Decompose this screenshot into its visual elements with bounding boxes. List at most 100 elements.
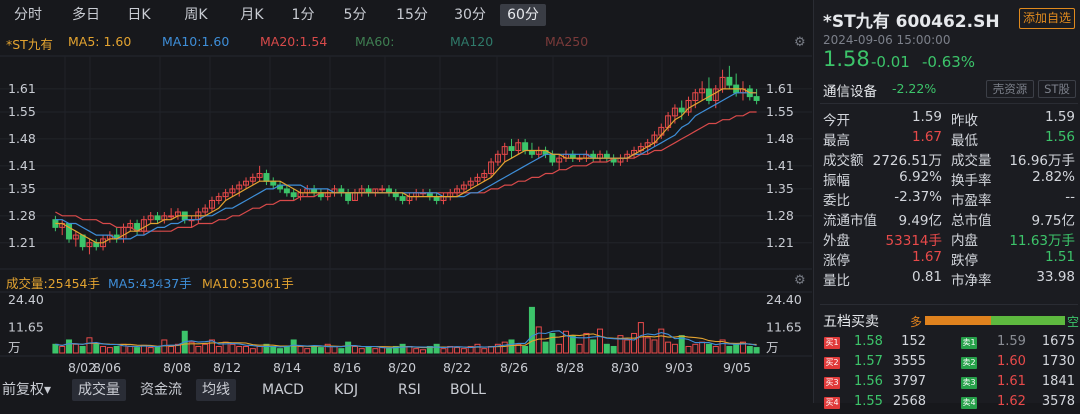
volume-bar	[188, 341, 195, 354]
quote-value: 1.67	[911, 249, 942, 265]
quote-label: 委比	[823, 193, 850, 209]
indicator-tab[interactable]: BOLL	[450, 382, 486, 398]
bid-price: 1.58	[854, 334, 883, 349]
volume-bar	[174, 343, 181, 354]
date-label: 8/06	[93, 360, 121, 375]
volume-bar	[215, 345, 222, 354]
ask-price: 1.60	[997, 354, 1026, 369]
quote-value: 33.98	[1036, 269, 1075, 285]
candle-body	[474, 176, 481, 182]
indicator-tab[interactable]: 资金流	[140, 382, 182, 398]
quote-label: 换手率	[951, 173, 992, 189]
period-tab[interactable]: 60分	[500, 4, 546, 26]
candle-body	[202, 207, 209, 213]
volume-axis-label-left: 11.65	[8, 320, 44, 335]
ask-price: 1.62	[997, 394, 1026, 409]
candle-body	[522, 142, 529, 151]
price-axis-label-left: 1.55	[8, 104, 36, 119]
add-watchlist-button[interactable]: 添加自选	[1019, 8, 1075, 29]
volume-bar	[147, 347, 154, 354]
date-label: 8/22	[443, 360, 471, 375]
period-tab[interactable]: 月K	[240, 7, 264, 23]
volume-bar	[739, 341, 746, 354]
volume-bar	[426, 345, 433, 354]
candle-body	[488, 161, 495, 175]
period-tab[interactable]: 分时	[14, 7, 42, 23]
volume-bar	[726, 345, 733, 354]
date-label: 8/12	[213, 360, 241, 375]
volume-bar	[79, 345, 86, 354]
period-tab[interactable]: 日K	[127, 7, 151, 23]
volume-bar	[692, 343, 699, 354]
bid-price: 1.55	[854, 394, 883, 409]
volume-bar	[454, 347, 461, 354]
volume-bar	[263, 343, 270, 354]
ma5-label: MA5: 1.60	[68, 34, 132, 49]
ask-volume: 3578	[1041, 394, 1075, 409]
quote-label: 涨停	[823, 253, 850, 269]
period-tab[interactable]: 15分	[396, 7, 428, 23]
candle-body	[147, 215, 154, 221]
period-tab[interactable]: 30分	[454, 7, 486, 23]
volume-bar	[746, 345, 753, 354]
date-label: 8/26	[500, 360, 528, 375]
indicator-tab[interactable]: MACD	[262, 382, 304, 398]
price-axis-label-right: 1.61	[766, 81, 794, 96]
sell-tag: 卖4	[961, 397, 977, 409]
candle-body	[678, 107, 685, 113]
industry-link[interactable]: 通信设备	[823, 84, 877, 100]
quote-label: 跌停	[951, 253, 978, 269]
period-tab[interactable]: 1分	[291, 7, 315, 23]
candle-body	[556, 157, 563, 163]
period-tab[interactable]: 周K	[184, 7, 208, 23]
volume-bar	[433, 343, 440, 354]
indicator-tab[interactable]: KDJ	[334, 382, 359, 398]
tag-shell-resource[interactable]: 壳资源	[986, 80, 1034, 98]
quote-value: 1.59	[1044, 109, 1075, 125]
volume-bar	[93, 343, 100, 354]
candle-body	[385, 188, 392, 194]
candle-body	[379, 188, 386, 191]
candle-body	[270, 180, 277, 186]
stock-title: *ST九有 600462.SH	[823, 12, 1000, 32]
ask-volume: 1675	[1041, 334, 1075, 349]
volume-bar	[338, 348, 345, 354]
volume-bar	[277, 348, 284, 354]
quote-label: 最低	[951, 133, 978, 149]
quote-label: 市盈率	[951, 193, 992, 209]
period-tab[interactable]: 多日	[72, 7, 100, 23]
quote-row: 流通市值 9.49亿 总市值 9.75亿	[814, 209, 1080, 229]
quote-row: 委比 -2.37% 市盈率 --	[814, 189, 1080, 209]
price-axis-label-right: 1.55	[766, 104, 794, 119]
price-change: -0.01	[871, 53, 910, 71]
volume-bar	[515, 343, 522, 354]
indicator-tab[interactable]: RSI	[398, 382, 421, 398]
kline-chart[interactable]: 1.61 1.61 1.55 1.55 1.48 1.48 1.41 1.41 1.35 1.35…	[0, 0, 812, 377]
period-tab[interactable]: 5分	[343, 7, 367, 23]
buy-tag: 买1	[824, 337, 840, 349]
volume-bar	[106, 347, 113, 354]
price-axis-label-right: 1.48	[766, 131, 794, 146]
indicator-tab[interactable]: 成交量	[72, 379, 126, 401]
indicator-tab[interactable]: 前复权▾	[2, 382, 52, 398]
date-label: 8/28	[556, 360, 584, 375]
tag-st-stock[interactable]: ST股	[1038, 80, 1076, 98]
volume-bar	[712, 345, 719, 354]
quote-value: 6.92%	[899, 169, 942, 185]
vol-ma5-label: MA5:43437手	[108, 276, 192, 291]
gear-icon[interactable]: ⚙	[794, 35, 806, 50]
candle-body	[515, 142, 522, 151]
volume-bar	[631, 332, 638, 354]
date-label: 9/03	[665, 360, 693, 375]
candle-body	[345, 192, 352, 201]
price-axis-label-left: 1.35	[8, 181, 36, 196]
volume-bar	[195, 345, 202, 354]
candle-body	[705, 88, 712, 101]
indicator-tab[interactable]: 均线	[196, 379, 236, 401]
quote-value: 1.51	[1044, 249, 1075, 265]
buy-tag: 买4	[824, 397, 840, 409]
candle-body	[338, 188, 345, 194]
candle-body	[726, 76, 733, 86]
volume-gear-icon[interactable]: ⚙	[794, 273, 806, 288]
volume-bar	[603, 343, 610, 354]
